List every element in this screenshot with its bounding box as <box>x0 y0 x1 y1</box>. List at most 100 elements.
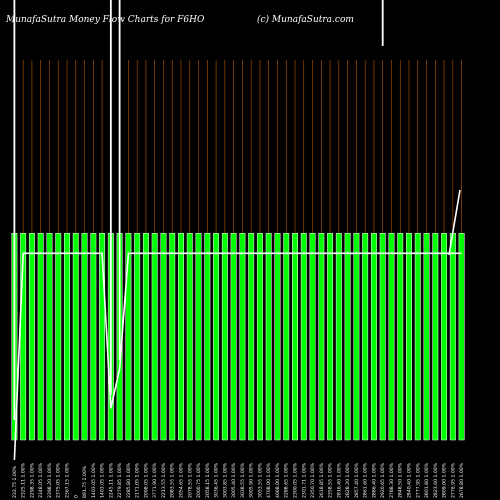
bar-38 <box>344 233 351 441</box>
x-tick-label-5: 2375.05 1.00% <box>56 462 62 498</box>
x-tick-label-33: 2301.71 1.00% <box>301 462 307 498</box>
x-tick-label-7: 0 <box>73 495 79 498</box>
bar-49 <box>441 233 448 441</box>
bar-14 <box>134 233 141 441</box>
bar-43 <box>388 233 395 441</box>
bar-6 <box>64 233 70 441</box>
x-tick-label-23: 3036.45 1.00% <box>214 462 220 498</box>
bar-25 <box>230 233 237 441</box>
x-tick-label-25: 3005.40 1.00% <box>231 462 237 498</box>
site-credit: (c) MunafaSutra.com <box>257 14 354 25</box>
x-tick-label-40: 2861.60 1.00% <box>363 462 369 498</box>
x-tick-label-41: 2886.40 1.00% <box>371 462 377 498</box>
bar-2 <box>28 233 35 441</box>
bar-29 <box>265 233 272 441</box>
bar-30 <box>274 233 281 441</box>
x-tick-label-18: 2083.55 1.00% <box>170 462 176 498</box>
x-tick-label-44: 2848.50 1.00% <box>398 462 404 498</box>
x-tick-labels: 232.75 1.00% 2325.11 1.00% 2298.35 1.00% 23… <box>12 462 465 498</box>
bar-31 <box>283 233 290 441</box>
bar-5 <box>55 233 62 441</box>
x-tick-label-20: 2078.55 1.00% <box>187 462 193 498</box>
bar-16 <box>151 233 158 441</box>
x-tick-label-37: 2816.40 1.00% <box>336 462 342 498</box>
x-tick-label-26: 3038.55 1.00% <box>240 462 246 498</box>
bar-9 <box>90 233 97 441</box>
x-tick-label-12: 2279.85 1.00% <box>117 462 123 498</box>
bar-48 <box>432 233 439 441</box>
bar-34 <box>309 233 316 441</box>
bar-50 <box>449 233 456 441</box>
x-tick-label-11: 2245.11 1.00% <box>108 462 114 498</box>
bar-18 <box>169 233 176 441</box>
bar-45 <box>406 233 412 441</box>
bar-35 <box>318 233 325 441</box>
bar-3 <box>37 233 44 441</box>
x-tick-label-4: 2398.20 1.00% <box>47 462 53 498</box>
gridlines <box>14 60 462 440</box>
bar-33 <box>300 233 307 441</box>
x-tick-label-24: 3003.85 1.00% <box>222 462 228 498</box>
x-tick-label-15: 2098.05 1.00% <box>143 462 149 498</box>
x-tick-label-31: 2288.65 1.00% <box>284 462 290 498</box>
x-tick-label-42: 2920.65 1.00% <box>380 462 386 498</box>
bar-24 <box>221 233 228 441</box>
x-tick-label-29: 4708.00 1.00% <box>266 462 272 498</box>
x-tick-label-35: 2618.85 1.00% <box>319 462 325 498</box>
bar-39 <box>353 233 360 441</box>
x-tick-label-9: 1403.05 1.00% <box>91 462 97 498</box>
bar-32 <box>292 233 298 441</box>
bar-15 <box>142 233 149 441</box>
x-tick-label-21: 2000.75 1.00% <box>196 462 202 498</box>
bar-13 <box>125 233 132 441</box>
bar-4 <box>46 233 53 441</box>
x-tick-label-10: 1403.05 1.00% <box>100 462 106 498</box>
x-tick-label-1: 2325.11 1.00% <box>21 462 27 498</box>
bar-37 <box>335 233 342 441</box>
x-tick-label-28: 3053.55 1.00% <box>257 462 263 498</box>
bar-23 <box>213 233 220 441</box>
x-tick-label-46: 2777.95 1.00% <box>415 462 421 498</box>
flow-lines <box>13 0 462 461</box>
bar-22 <box>204 233 211 441</box>
x-tick-label-14: 2171.05 1.00% <box>135 462 141 498</box>
bar-47 <box>423 233 430 441</box>
bar-8 <box>81 233 88 441</box>
bar-46 <box>414 233 421 441</box>
end-rise-line <box>448 189 461 256</box>
x-tick-label-17: 2213.55 1.00% <box>161 462 167 498</box>
money-flow-line <box>13 252 462 461</box>
x-tick-label-39: 2857.40 1.00% <box>354 462 360 498</box>
chart-title: MunafaSutra Money Flow Charts for F6HO <box>5 15 205 25</box>
x-tick-label-38: 2828.20 1.00% <box>345 462 351 498</box>
x-tick-label-13: 2285.80 1.00% <box>126 462 132 498</box>
x-tick-label-49: 2809.00 1.00% <box>442 462 448 498</box>
x-tick-label-51: 2678.80 1.00% <box>459 462 465 498</box>
bar-51 <box>458 233 465 441</box>
x-tick-label-6: 2367.15 1.00% <box>65 462 71 498</box>
x-tick-label-30: 4068.00 1.00% <box>275 462 281 498</box>
x-tick-label-2: 2298.35 1.00% <box>29 462 35 498</box>
x-tick-label-22: 2058.15 1.00% <box>205 462 211 498</box>
x-tick-label-48: 2823.60 1.00% <box>433 462 439 498</box>
x-tick-label-8: 891.75 1.00% <box>82 465 88 498</box>
bar-36 <box>327 233 334 441</box>
x-tick-label-34: 2350.70 1.00% <box>310 462 316 498</box>
bar-7 <box>72 233 79 441</box>
x-tick-label-3: 2348.05 1.00% <box>38 462 44 498</box>
x-tick-label-50: 2776.95 1.00% <box>450 462 456 498</box>
bar-44 <box>397 233 404 441</box>
x-tick-label-45: 2840.40 1.00% <box>407 462 413 498</box>
bar-27 <box>248 233 255 441</box>
bar-21 <box>195 233 202 441</box>
bar-19 <box>178 233 184 441</box>
bar-10 <box>99 233 106 441</box>
x-tick-label-27: 3005.90 1.00% <box>249 462 255 498</box>
bar-17 <box>160 233 167 441</box>
x-tick-label-16: 3771.90 1.00% <box>152 462 158 498</box>
bar-28 <box>256 233 263 441</box>
bar-26 <box>239 233 246 441</box>
bar-40 <box>362 233 369 441</box>
x-tick-label-0: 232.75 1.00% <box>12 465 18 498</box>
